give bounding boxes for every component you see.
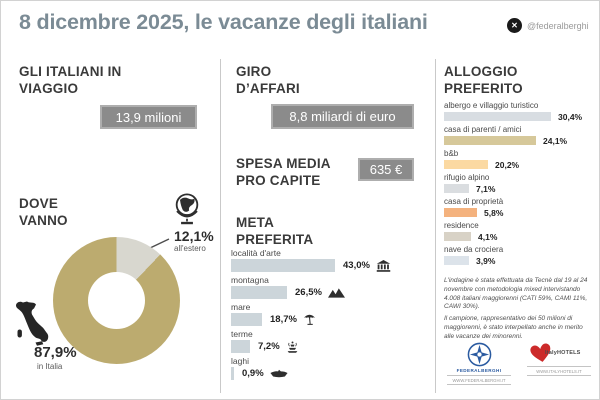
italia-label: in Italia — [37, 362, 63, 371]
globe-icon — [173, 192, 201, 225]
logo-name: FEDERALBERGHI — [456, 368, 502, 373]
beach-umbrella-icon — [303, 313, 316, 326]
logo-url: WWW.ITALYHOTELS.IT — [527, 366, 591, 376]
bar-value: 43,0% — [343, 260, 370, 271]
italia-value: 87,9% — [34, 344, 77, 361]
heading-alloggio-preferito: ALLOGGIO PREFERITO — [444, 64, 523, 97]
donut-chart — [53, 237, 180, 364]
bar — [444, 136, 536, 145]
federalberghi-emblem-icon — [447, 342, 511, 367]
badge-spesa: 635 € — [358, 158, 414, 181]
bar-label: mare — [231, 302, 251, 312]
federalberghi-logo: FEDERALBERGHI WWW.FEDERALBERGHI.IT — [447, 342, 511, 385]
alloggio-row: casa di proprietà 5,8% — [444, 197, 594, 218]
monument-icon — [376, 259, 391, 272]
footnote-paragraph: Il campione, rappresentativo dei 50 mili… — [444, 315, 583, 340]
bar — [444, 208, 477, 217]
bar-label: montagna — [231, 275, 269, 285]
bar-label: residence — [444, 221, 479, 230]
bar-label: b&b — [444, 149, 459, 158]
heading-spesa-media: SPESA MEDIA PRO CAPITE — [236, 156, 331, 189]
heading-dove-vanno: DOVE VANNO — [19, 196, 68, 229]
heart-icon — [529, 342, 553, 364]
bar-label: terme — [231, 329, 253, 339]
bar-value: 20,2% — [495, 159, 520, 170]
alloggio-row: nave da crociera 3,9% — [444, 245, 594, 266]
bar — [444, 160, 488, 169]
heading-giro-daffari: GIRO D’AFFARI — [236, 64, 300, 97]
bar-value: 26,5% — [295, 287, 322, 298]
bar — [231, 367, 234, 380]
x-glyph: ✕ — [511, 21, 518, 30]
badge-miliardi: 8,8 miliardi di euro — [271, 104, 414, 129]
bar — [444, 112, 551, 121]
bar-label: casa di proprietà — [444, 197, 504, 206]
italyhotels-logo: ItalyHOTELS WWW.ITALYHOTELS.IT — [527, 342, 591, 385]
heading-italiani-in-viaggio: GLI ITALIANI IN VIAGGIO — [19, 64, 122, 97]
bar-label: rifugio alpino — [444, 173, 490, 182]
bar — [444, 184, 469, 193]
bar-value: 7,2% — [258, 341, 280, 352]
donut-hole — [88, 272, 145, 329]
alloggio-preferito-chart: albergo e villaggio turistico 30,4% casa… — [444, 101, 594, 269]
bar-value: 18,7% — [270, 314, 297, 325]
bar-value: 0,9% — [242, 368, 264, 379]
estero-label: all'estero — [174, 244, 206, 253]
boat-icon — [270, 369, 288, 378]
bar-value: 30,4% — [558, 111, 583, 122]
alloggio-row: albergo e villaggio turistico 30,4% — [444, 101, 594, 122]
meta-preferita-chart: località d'arte 43,0% montagna 26,5% — [231, 248, 431, 383]
bar-label: nave da crociera — [444, 245, 504, 254]
bar-label: laghi — [231, 356, 249, 366]
alloggio-row: casa di parenti / amici 24,1% — [444, 125, 594, 146]
bar-value: 5,8% — [484, 207, 504, 218]
alloggio-row: rifugio alpino 7,1% — [444, 173, 594, 194]
methodology-footnote: L'indagine è stata effettuata da Tecnè d… — [444, 277, 593, 341]
bar-label: casa di parenti / amici — [444, 125, 522, 134]
column-divider — [220, 59, 221, 393]
meta-row: laghi 0,9% — [231, 356, 431, 381]
footnote-paragraph: L'indagine è stata effettuata da Tecnè d… — [444, 277, 588, 311]
logo-name: ItalyHOTELS — [545, 350, 581, 356]
alloggio-row: residence 4,1% — [444, 221, 594, 242]
logos-row: FEDERALBERGHI WWW.FEDERALBERGHI.IT Italy… — [444, 342, 594, 385]
mountain-icon — [327, 287, 345, 298]
page-title: 8 dicembre 2025, le vacanze degli italia… — [19, 10, 428, 34]
meta-row: terme 7,2% — [231, 329, 431, 354]
column-divider — [435, 59, 436, 393]
badge-milioni: 13,9 milioni — [100, 105, 197, 129]
heading-meta-preferita: META PREFERITA — [236, 215, 314, 248]
logo-url: WWW.FEDERALBERGHI.IT — [447, 375, 511, 385]
bar — [231, 313, 262, 326]
bar-value: 3,9% — [476, 255, 496, 266]
bar-label: albergo e villaggio turistico — [444, 101, 539, 110]
x-social-icon: ✕ — [507, 18, 522, 33]
bar — [231, 259, 335, 272]
bar-value: 4,1% — [478, 231, 498, 242]
meta-row: mare 18,7% — [231, 302, 431, 327]
bar — [231, 340, 250, 353]
bar-label: località d'arte — [231, 248, 281, 258]
alloggio-row: b&b 20,2% — [444, 149, 594, 170]
bar-value: 24,1% — [543, 135, 568, 146]
bar — [444, 256, 469, 265]
italy-map-icon — [14, 300, 50, 347]
bar — [231, 286, 287, 299]
social-handle: @federalberghi — [527, 21, 589, 31]
estero-value: 12,1% — [174, 228, 214, 244]
meta-row: località d'arte 43,0% — [231, 248, 431, 273]
bar-value: 7,1% — [476, 183, 496, 194]
bar — [444, 232, 471, 241]
fountain-icon — [286, 340, 299, 353]
meta-row: montagna 26,5% — [231, 275, 431, 300]
